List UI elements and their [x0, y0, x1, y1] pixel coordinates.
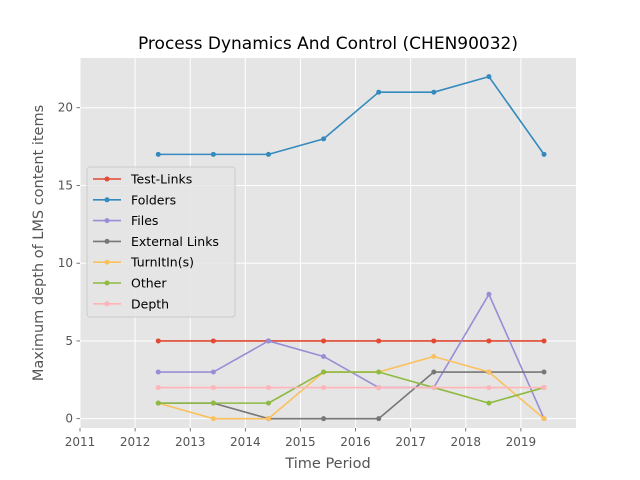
- y-axis-label: Maximum depth of LMS content items: [31, 105, 47, 381]
- data-point: [431, 353, 437, 359]
- legend-item: External Links: [93, 234, 219, 249]
- series-layer: [155, 74, 547, 422]
- legend-item: Test-Links: [93, 172, 192, 187]
- legend-marker: [104, 197, 110, 203]
- data-point: [210, 369, 216, 375]
- x-axis-label: Time Period: [284, 456, 370, 472]
- legend-marker: [104, 301, 110, 307]
- legend-item: Files: [93, 213, 158, 228]
- data-point: [486, 369, 492, 375]
- data-point: [210, 400, 216, 406]
- legend-item: Depth: [93, 296, 169, 311]
- data-point: [210, 385, 216, 391]
- data-point: [486, 338, 492, 344]
- data-point: [155, 338, 161, 344]
- x-tick-label: 2012: [120, 435, 151, 449]
- x-tick-label: 2018: [451, 435, 482, 449]
- data-point: [210, 416, 216, 422]
- data-point: [155, 400, 161, 406]
- legend-item: Other: [93, 276, 167, 291]
- legend-label: External Links: [131, 234, 219, 249]
- data-point: [321, 338, 327, 344]
- data-point: [155, 369, 161, 375]
- x-tick-label: 2011: [65, 435, 96, 449]
- data-point: [541, 385, 547, 391]
- y-tick-label: 0: [65, 412, 73, 426]
- data-point: [376, 385, 382, 391]
- data-point: [376, 89, 382, 95]
- data-point: [321, 369, 327, 375]
- legend-item: TurnItIn(s): [93, 255, 194, 270]
- x-tick-label: 2013: [175, 435, 206, 449]
- data-point: [541, 416, 547, 422]
- data-point: [155, 385, 161, 391]
- series-line: [158, 371, 545, 404]
- legend-label: Other: [131, 276, 167, 291]
- data-point: [265, 151, 271, 157]
- x-tick-label: 2016: [340, 435, 371, 449]
- data-point: [210, 338, 216, 344]
- legend-marker: [104, 259, 110, 265]
- legend-marker: [104, 238, 110, 244]
- data-point: [431, 89, 437, 95]
- series-line: [158, 75, 545, 156]
- data-point: [541, 369, 547, 375]
- data-point: [265, 400, 271, 406]
- data-point: [486, 291, 492, 297]
- data-point: [541, 151, 547, 157]
- data-point: [541, 338, 547, 344]
- data-point: [486, 400, 492, 406]
- x-tick-label: 2015: [285, 435, 316, 449]
- data-point: [376, 416, 382, 422]
- legend-marker: [104, 280, 110, 286]
- series-line: [158, 371, 545, 420]
- data-point: [376, 338, 382, 344]
- legend-marker: [104, 176, 110, 182]
- legend-item: Folders: [93, 192, 176, 207]
- legend-label: Test-Links: [130, 172, 192, 187]
- x-tick-label: 2017: [395, 435, 426, 449]
- y-tick-label: 5: [65, 334, 73, 348]
- data-point: [265, 338, 271, 344]
- legend-marker: [104, 218, 110, 224]
- series-folders: [155, 74, 547, 157]
- data-point: [210, 151, 216, 157]
- data-point: [321, 353, 327, 359]
- y-tick-label: 20: [58, 101, 73, 115]
- legend-label: Files: [131, 213, 158, 228]
- y-tick-label: 10: [58, 256, 73, 270]
- data-point: [431, 338, 437, 344]
- axis-ticks: 2011 2012 2013 2014 2015 2016 2017 2018 20190510…: [58, 101, 536, 449]
- data-point: [265, 416, 271, 422]
- data-point: [431, 369, 437, 375]
- data-point: [431, 385, 437, 391]
- data-point: [486, 74, 492, 80]
- legend: Test-Links Folders Files External Links Turn…: [86, 166, 236, 318]
- data-point: [265, 385, 271, 391]
- data-point: [486, 385, 492, 391]
- legend-label: TurnItIn(s): [130, 255, 194, 270]
- x-tick-label: 2014: [230, 435, 261, 449]
- legend-label: Folders: [131, 192, 176, 207]
- data-point: [155, 151, 161, 157]
- data-point: [321, 385, 327, 391]
- y-tick-label: 15: [58, 178, 73, 192]
- series-depth: [155, 385, 547, 391]
- chart-title: Process Dynamics And Control (CHEN90032): [138, 34, 518, 54]
- legend-box: [86, 166, 236, 318]
- x-tick-label: 2019: [506, 435, 537, 449]
- data-point: [321, 136, 327, 142]
- data-point: [321, 416, 327, 422]
- data-point: [376, 369, 382, 375]
- legend-label: Depth: [131, 296, 169, 311]
